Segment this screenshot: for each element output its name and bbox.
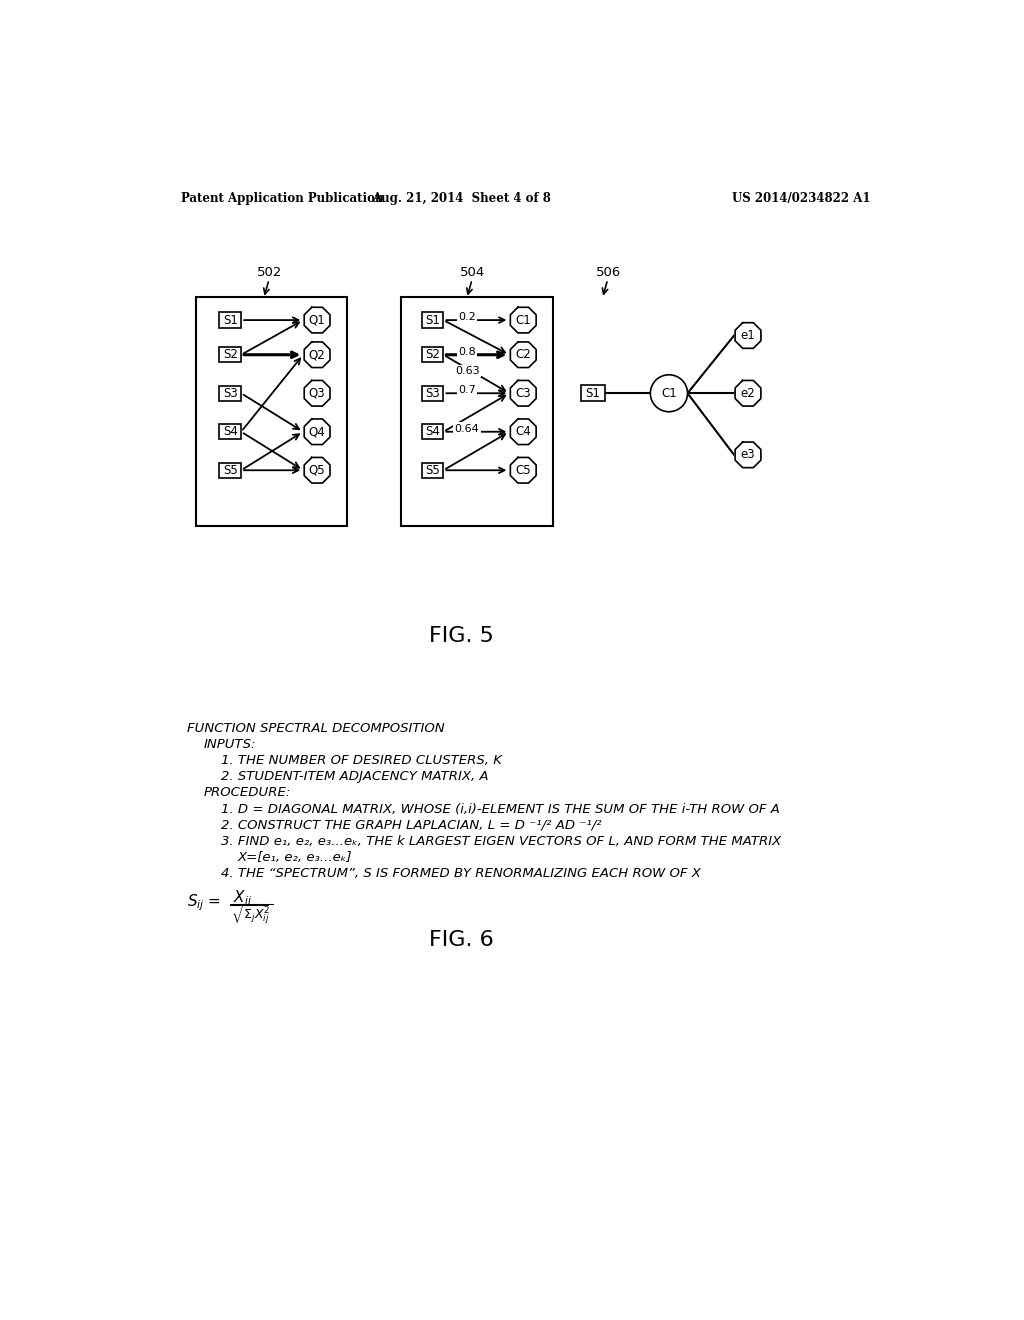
Text: C1: C1: [515, 314, 531, 326]
Text: 0.64: 0.64: [455, 424, 479, 434]
Text: 3. FIND e₁, e₂, e₃...eₖ, THE k LARGEST EIGEN VECTORS OF L, AND FORM THE MATRIX: 3. FIND e₁, e₂, e₃...eₖ, THE k LARGEST E…: [221, 834, 781, 847]
Text: 0.7: 0.7: [458, 385, 476, 395]
Text: FUNCTION SPECTRAL DECOMPOSITION: FUNCTION SPECTRAL DECOMPOSITION: [187, 722, 444, 735]
Text: Patent Application Publication: Patent Application Publication: [180, 191, 383, 205]
Text: S5: S5: [425, 463, 440, 477]
Text: 4. THE “SPECTRUM”, S IS FORMED BY RENORMALIZING EACH ROW OF X: 4. THE “SPECTRUM”, S IS FORMED BY RENORM…: [221, 867, 700, 880]
Text: $\sqrt{\Sigma_j X_{ij}^2}$: $\sqrt{\Sigma_j X_{ij}^2}$: [231, 903, 273, 927]
FancyBboxPatch shape: [219, 313, 241, 327]
FancyBboxPatch shape: [422, 385, 443, 401]
Text: Q2: Q2: [308, 348, 326, 362]
Text: US 2014/0234822 A1: US 2014/0234822 A1: [732, 191, 871, 205]
Polygon shape: [304, 418, 330, 445]
FancyBboxPatch shape: [219, 385, 241, 401]
Text: S3: S3: [425, 387, 440, 400]
Text: Q3: Q3: [309, 387, 326, 400]
Polygon shape: [735, 322, 761, 348]
Text: INPUTS:: INPUTS:: [204, 738, 256, 751]
FancyBboxPatch shape: [422, 424, 443, 440]
Text: C3: C3: [515, 387, 531, 400]
Text: S1: S1: [586, 387, 600, 400]
Text: 502: 502: [257, 265, 283, 279]
Text: C2: C2: [515, 348, 531, 362]
Polygon shape: [304, 380, 330, 407]
Text: e2: e2: [740, 387, 756, 400]
FancyBboxPatch shape: [219, 462, 241, 478]
Text: 2. STUDENT-ITEM ADJACENCY MATRIX, A: 2. STUDENT-ITEM ADJACENCY MATRIX, A: [221, 770, 488, 783]
Text: Q1: Q1: [308, 314, 326, 326]
FancyBboxPatch shape: [219, 347, 241, 363]
Text: S1: S1: [425, 314, 440, 326]
Text: C1: C1: [662, 387, 677, 400]
Polygon shape: [735, 442, 761, 467]
Text: Aug. 21, 2014  Sheet 4 of 8: Aug. 21, 2014 Sheet 4 of 8: [372, 191, 551, 205]
Text: S1: S1: [223, 314, 238, 326]
Text: X=[e₁, e₂, e₃...eₖ]: X=[e₁, e₂, e₃...eₖ]: [238, 851, 352, 865]
Text: FIG. 5: FIG. 5: [429, 626, 494, 645]
Polygon shape: [510, 458, 537, 483]
Text: S2: S2: [223, 348, 238, 362]
FancyBboxPatch shape: [422, 347, 443, 363]
Text: 2. CONSTRUCT THE GRAPH LAPLACIAN, L = D ⁻¹/² AD ⁻¹/²: 2. CONSTRUCT THE GRAPH LAPLACIAN, L = D …: [221, 818, 602, 832]
Polygon shape: [510, 342, 537, 367]
Polygon shape: [510, 308, 537, 333]
Text: 1. THE NUMBER OF DESIRED CLUSTERS, K: 1. THE NUMBER OF DESIRED CLUSTERS, K: [221, 754, 502, 767]
Text: 0.63: 0.63: [455, 366, 479, 376]
Text: 0.2: 0.2: [458, 312, 476, 322]
Polygon shape: [735, 380, 761, 407]
Text: e3: e3: [740, 449, 756, 462]
Text: S4: S4: [425, 425, 440, 438]
Text: $\it{X}_{ij}$: $\it{X}_{ij}$: [233, 888, 252, 908]
Polygon shape: [510, 380, 537, 407]
Polygon shape: [304, 342, 330, 367]
FancyBboxPatch shape: [219, 424, 241, 440]
Polygon shape: [510, 418, 537, 445]
Text: e1: e1: [740, 329, 756, 342]
Polygon shape: [304, 308, 330, 333]
Text: PROCEDURE:: PROCEDURE:: [204, 787, 291, 800]
Text: FIG. 6: FIG. 6: [429, 931, 494, 950]
Text: 506: 506: [596, 265, 622, 279]
FancyBboxPatch shape: [422, 313, 443, 327]
Text: 504: 504: [460, 265, 485, 279]
FancyBboxPatch shape: [582, 385, 604, 401]
Text: S2: S2: [425, 348, 440, 362]
Text: C5: C5: [515, 463, 531, 477]
FancyBboxPatch shape: [422, 462, 443, 478]
Text: S4: S4: [223, 425, 238, 438]
Text: Q5: Q5: [309, 463, 326, 477]
Text: $\it{S}_{ij}$ =: $\it{S}_{ij}$ =: [187, 892, 221, 913]
Circle shape: [650, 375, 687, 412]
Text: S5: S5: [223, 463, 238, 477]
Polygon shape: [304, 458, 330, 483]
Text: Q4: Q4: [308, 425, 326, 438]
Text: 0.8: 0.8: [458, 347, 476, 356]
Text: S3: S3: [223, 387, 238, 400]
Text: C4: C4: [515, 425, 531, 438]
Text: 1. D = DIAGONAL MATRIX, WHOSE (i,i)-ELEMENT IS THE SUM OF THE i-TH ROW OF A: 1. D = DIAGONAL MATRIX, WHOSE (i,i)-ELEM…: [221, 803, 780, 816]
